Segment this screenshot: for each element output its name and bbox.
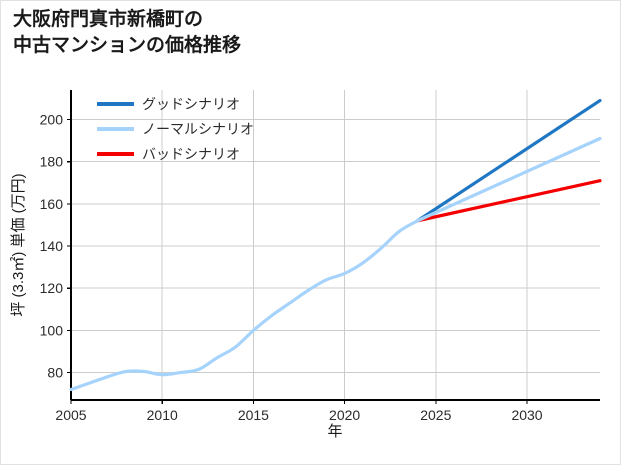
series-line-good xyxy=(415,98,602,223)
y-tick-label: 100 xyxy=(40,322,64,338)
x-tick-label: 2025 xyxy=(420,407,451,423)
y-tick-label: 120 xyxy=(40,280,64,296)
legend-label-0[interactable]: グッドシナリオ xyxy=(142,96,240,112)
x-tick-label: 2010 xyxy=(147,407,178,423)
data-series-group xyxy=(69,98,602,392)
x-tick-label: 2005 xyxy=(55,407,86,423)
x-tick-labels-group: 2005 2010 2015 2020 2025 2030 xyxy=(55,407,542,423)
y-axis-label: 坪 (3.3㎡) 単価 (万円) xyxy=(10,173,27,316)
chart-title: 大阪府門真市新橋町の 中古マンションの価格推移 xyxy=(13,7,573,59)
x-tick-label: 2015 xyxy=(238,407,269,423)
chart-title-line-1: 大阪府門真市新橋町の xyxy=(13,9,204,30)
series-line-bad xyxy=(415,179,602,223)
y-tick-label: 80 xyxy=(47,365,63,381)
series-line-normal-forecast xyxy=(415,136,602,223)
legend-label-1[interactable]: ノーマルシナリオ xyxy=(142,121,254,137)
series-line-historical xyxy=(69,219,420,392)
y-tick-label: 200 xyxy=(40,112,64,128)
y-tick-labels-group: 80 100 120 140 160 180 200 xyxy=(40,112,64,381)
legend-label-2[interactable]: バッドシナリオ xyxy=(142,146,240,162)
y-tick-label: 180 xyxy=(40,154,64,170)
x-tick-label: 2020 xyxy=(329,407,360,423)
x-axis-label: 年 xyxy=(327,423,342,440)
y-tick-label: 140 xyxy=(40,238,64,254)
y-tick-label: 160 xyxy=(40,196,64,212)
chart-title-line-2: 中古マンションの価格推移 xyxy=(13,35,242,56)
x-tick-label: 2030 xyxy=(511,407,542,423)
